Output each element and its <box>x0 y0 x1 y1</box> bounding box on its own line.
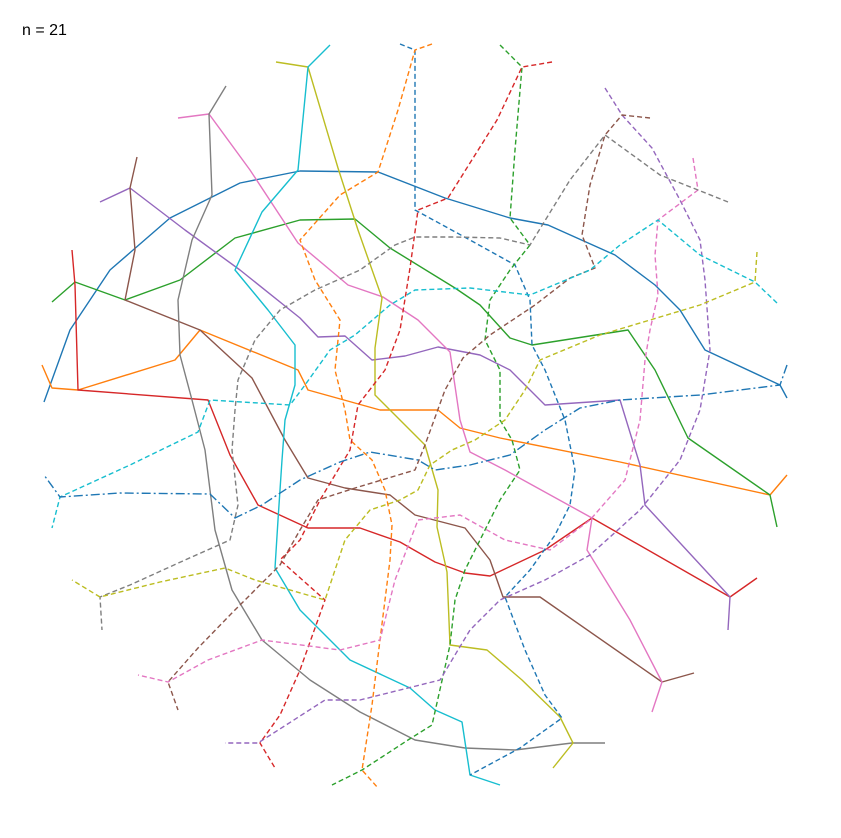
curve-blue-dashdot-20 <box>43 364 788 519</box>
curve-blue-dashed-10 <box>399 43 576 776</box>
curve-brown-dashed-15 <box>167 114 651 711</box>
curve-pink-dashed-16 <box>137 157 699 683</box>
curve-pink-solid-6 <box>177 113 663 713</box>
n-label: n = 21 <box>22 22 67 39</box>
curve-orange-dashed-11 <box>299 43 433 789</box>
curve-brown-solid-5 <box>124 156 695 683</box>
curve-gray-solid-7 <box>177 85 605 751</box>
curve-cyan-dashed-19 <box>51 219 778 529</box>
curve-green-dashed-12 <box>331 44 531 786</box>
curve-green-solid-2 <box>51 218 778 528</box>
curves-group <box>41 43 788 789</box>
curve-purple-dashed-14 <box>225 87 711 744</box>
curve-olive-solid-8 <box>275 61 574 769</box>
curve-purple-solid-4 <box>99 187 731 631</box>
curve-red-solid-3 <box>71 249 758 598</box>
curve-olive-dashed-18 <box>71 251 758 601</box>
curve-blue-solid-0 <box>43 170 788 403</box>
curve-gray-dashed-17 <box>99 134 729 631</box>
curve-red-dashed-13 <box>259 61 553 769</box>
curve-orange-solid-1 <box>41 329 788 496</box>
curve-cyan-solid-9 <box>234 44 501 786</box>
